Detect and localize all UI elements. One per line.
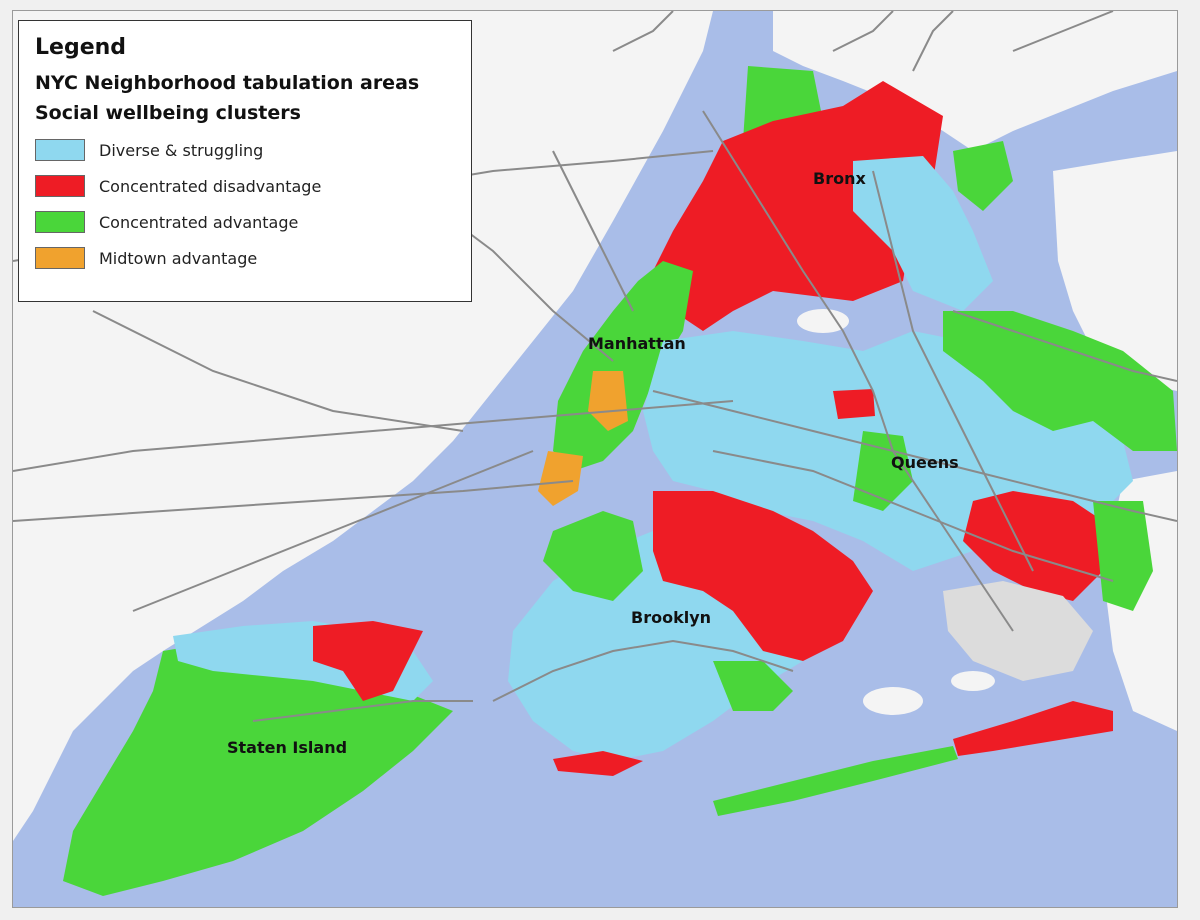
region-bronx-red bbox=[653, 81, 943, 331]
legend-title: Legend bbox=[35, 35, 127, 60]
region-bronx-blue bbox=[853, 156, 993, 311]
region-manhattan-orange bbox=[588, 371, 628, 431]
label-queens: Queens bbox=[891, 453, 959, 472]
region-rockaway-red bbox=[953, 701, 1113, 756]
region-brooklyn-red bbox=[653, 491, 873, 661]
region-queens-green bbox=[943, 311, 1177, 451]
legend-item: Concentrated disadvantage bbox=[35, 168, 455, 204]
land-long-island-north bbox=[1053, 151, 1177, 391]
park-island-3 bbox=[797, 309, 849, 333]
legend-item: Concentrated advantage bbox=[35, 204, 455, 240]
map-legend: Legend NYC Neighborhood tabulation areas… bbox=[18, 20, 472, 302]
legend-label: Concentrated disadvantage bbox=[99, 176, 322, 196]
label-staten-island: Staten Island bbox=[227, 738, 347, 757]
legend-swatch-midtown bbox=[35, 247, 85, 269]
region-staten-red bbox=[313, 621, 423, 701]
region-queens-red bbox=[963, 491, 1103, 601]
region-manhattan-orange-south bbox=[538, 451, 583, 506]
legend-item: Midtown advantage bbox=[35, 240, 455, 276]
legend-cluster-title: Social wellbeing clusters bbox=[35, 102, 301, 124]
park-island-1 bbox=[863, 687, 923, 715]
legend-item: Diverse & struggling bbox=[35, 132, 455, 168]
region-queens-green-mid bbox=[853, 431, 913, 511]
legend-swatch-advantage bbox=[35, 211, 85, 233]
region-bronx-green-east bbox=[953, 141, 1013, 211]
label-bronx: Bronx bbox=[813, 169, 866, 188]
legend-label: Diverse & struggling bbox=[99, 140, 264, 160]
label-brooklyn: Brooklyn bbox=[631, 608, 711, 627]
park-jfk bbox=[943, 581, 1093, 681]
region-manhattan-green bbox=[553, 261, 693, 471]
land-upstate bbox=[773, 11, 1177, 151]
region-brooklyn-green bbox=[543, 511, 643, 601]
region-rockaway-green bbox=[713, 746, 958, 816]
region-staten-green bbox=[63, 641, 453, 896]
region-queens-red-small bbox=[833, 389, 875, 419]
region-queens-green-east bbox=[1093, 501, 1153, 611]
legend-label: Midtown advantage bbox=[99, 248, 258, 268]
legend-subtitle: NYC Neighborhood tabulation areas bbox=[35, 72, 420, 94]
park-island-2 bbox=[951, 671, 995, 691]
region-brooklyn-red-coney bbox=[553, 751, 643, 776]
legend-swatch-diverse bbox=[35, 139, 85, 161]
legend-label: Concentrated advantage bbox=[99, 212, 299, 232]
legend-swatch-disadvantage bbox=[35, 175, 85, 197]
region-brooklyn-green-south bbox=[713, 661, 793, 711]
label-manhattan: Manhattan bbox=[588, 334, 686, 353]
